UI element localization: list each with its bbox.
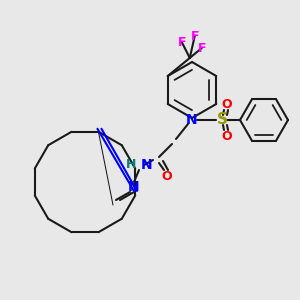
Text: S: S <box>217 112 227 128</box>
Text: F: F <box>197 41 206 55</box>
Text: F: F <box>178 35 186 49</box>
Text: F: F <box>190 29 199 43</box>
Text: O: O <box>162 169 172 182</box>
Text: N: N <box>128 180 140 194</box>
Text: N: N <box>141 158 153 172</box>
Text: H: H <box>126 158 136 172</box>
Text: O: O <box>222 130 232 142</box>
Text: O: O <box>222 98 232 110</box>
Text: N: N <box>186 113 198 127</box>
